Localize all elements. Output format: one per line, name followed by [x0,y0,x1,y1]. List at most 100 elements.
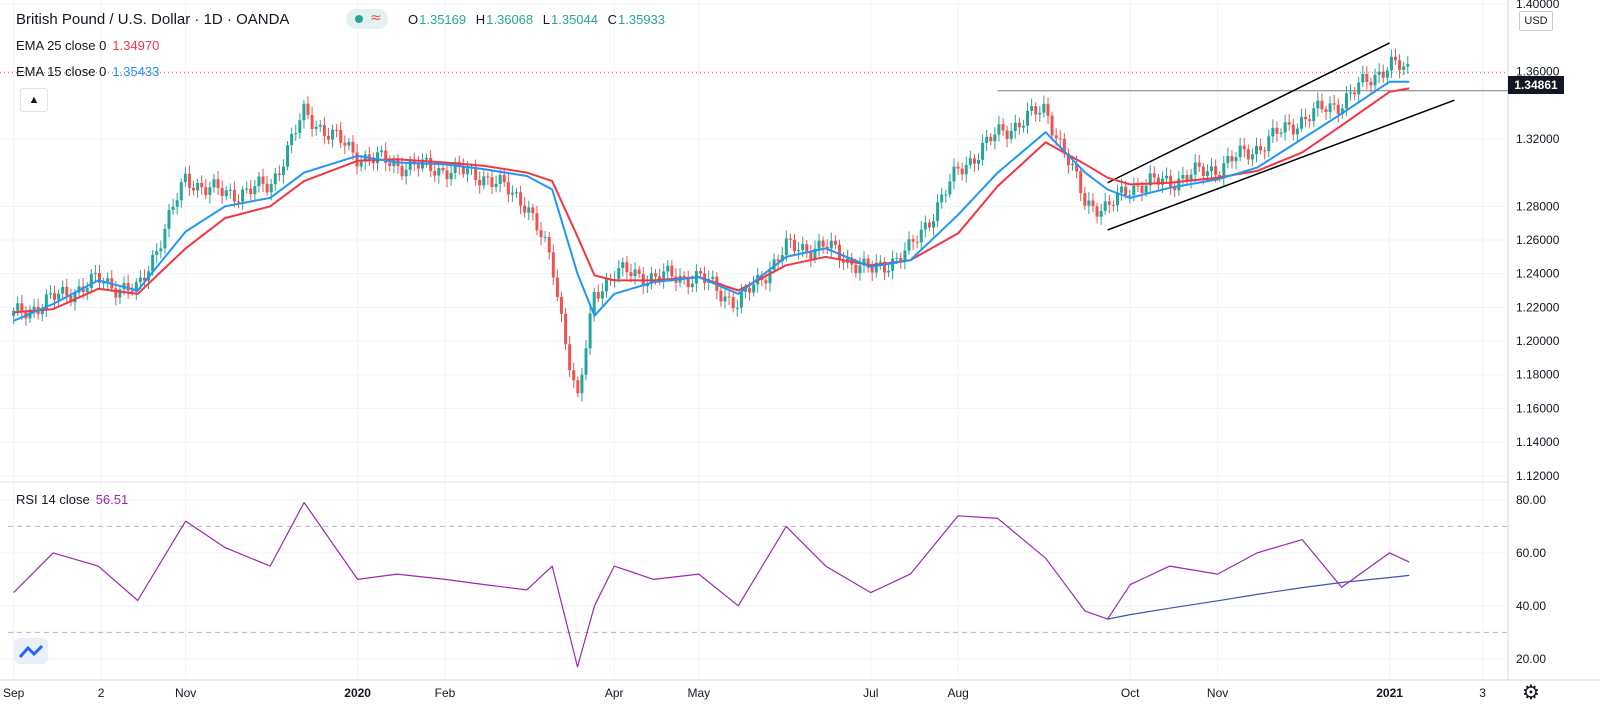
candle-body [192,187,196,191]
settings-gear-icon[interactable]: ⚙ [1522,680,1540,704]
rsi-tick-label: 40.00 [1516,599,1546,613]
wave-icon: ≈ [370,10,382,26]
candle-body [780,255,784,262]
ohlc-low-key: L [542,12,550,27]
candle-body [559,296,563,314]
candle-body [1246,149,1250,160]
candle-body [829,240,833,249]
candle-body [568,344,572,371]
candle-body [216,179,220,188]
market-status-badge[interactable]: ≈ [346,9,388,29]
candle-body [1095,206,1099,217]
candle-body [114,288,118,298]
candle-body [551,252,555,278]
candle-body [617,268,621,280]
candle-body [948,181,952,195]
rsi-value: 56.51 [95,492,129,507]
candle-body [1316,100,1320,109]
candle-body [739,291,743,308]
indicator-ema15[interactable]: EMA 15 close 0 1.35433 [16,64,159,79]
candle-body [690,283,694,288]
candle-body [1054,135,1058,139]
candle-body [686,276,690,288]
candle-body [449,173,453,180]
candle-body [654,273,658,277]
candle-body [290,134,294,146]
candle-body [923,222,927,230]
candle-body [1013,122,1017,131]
candle-body [404,169,408,177]
time-tick-label: 2020 [344,686,371,700]
candle-body [61,286,65,294]
collapse-indicators-button[interactable]: ▲ [20,88,48,112]
time-tick-label: Oct [1121,686,1140,700]
candle-body [723,296,727,302]
price-tick-label: 1.32000 [1516,132,1560,146]
candle-body [772,259,776,270]
candle-body [1226,156,1230,164]
candle-body [494,183,498,187]
currency-unit-button[interactable]: USD [1519,11,1553,31]
candle-body [236,201,240,203]
candle-body [486,176,490,178]
candle-body [940,194,944,203]
time-tick-label: Aug [948,686,969,700]
channel-upper-trendline [1107,42,1390,184]
candle-body [993,134,997,142]
candle-body [531,207,535,214]
candle-body [907,239,911,251]
candle-body [269,184,273,193]
candle-body [515,192,519,194]
candle-body [126,283,130,291]
candle-body [555,277,559,297]
candle-body [981,142,985,160]
candle-body [326,135,330,140]
chart-grid [0,0,1600,681]
candle-body [142,277,146,281]
candle-body [461,166,465,175]
candle-body [1066,153,1070,166]
candle-body [1349,92,1353,94]
candle-body [502,175,506,183]
candle-body [527,207,531,213]
candle-body [572,370,576,381]
candle-body [1075,163,1079,172]
candle-body [866,258,870,268]
candle-body [1136,185,1140,187]
candle-body [171,206,175,211]
price-tick-label: 1.26000 [1516,233,1560,247]
candle-body [662,271,666,282]
candle-body [1062,138,1066,154]
indicator-ema25[interactable]: EMA 25 close 0 1.34970 [16,38,159,53]
candle-body [1201,166,1205,177]
tradingview-logo-icon[interactable] [14,638,48,664]
candle-body [351,141,355,153]
candle-body [371,160,375,164]
ohlc-readout: O1.35169 H1.36068 L1.35044 C1.35933 [408,12,671,27]
candle-body [359,161,363,167]
candle-body [633,269,637,277]
price-tick-label: 1.18000 [1516,368,1560,382]
candle-body [805,244,809,252]
rsi-trendline [1107,574,1410,620]
indicator-ema25-value: 1.34970 [112,38,160,53]
candle-body [1210,166,1214,172]
candle-body [298,120,302,133]
candle-body [658,276,662,282]
candle-body [1369,81,1373,86]
candle-body [1115,192,1119,206]
candle-body [1050,115,1054,136]
candle-body [343,142,347,146]
price-tick-label: 1.22000 [1516,300,1560,314]
candle-body [1111,204,1115,206]
candle-body [1120,186,1124,193]
price-tick-label: 1.14000 [1516,435,1560,449]
candle-body [870,267,874,273]
candle-body [972,158,976,164]
chart-series [12,48,1410,668]
rsi-legend[interactable]: RSI 14 close 56.51 [16,492,128,507]
candle-body [535,213,539,231]
candle-body [1357,82,1361,95]
candle-body [997,124,1001,135]
